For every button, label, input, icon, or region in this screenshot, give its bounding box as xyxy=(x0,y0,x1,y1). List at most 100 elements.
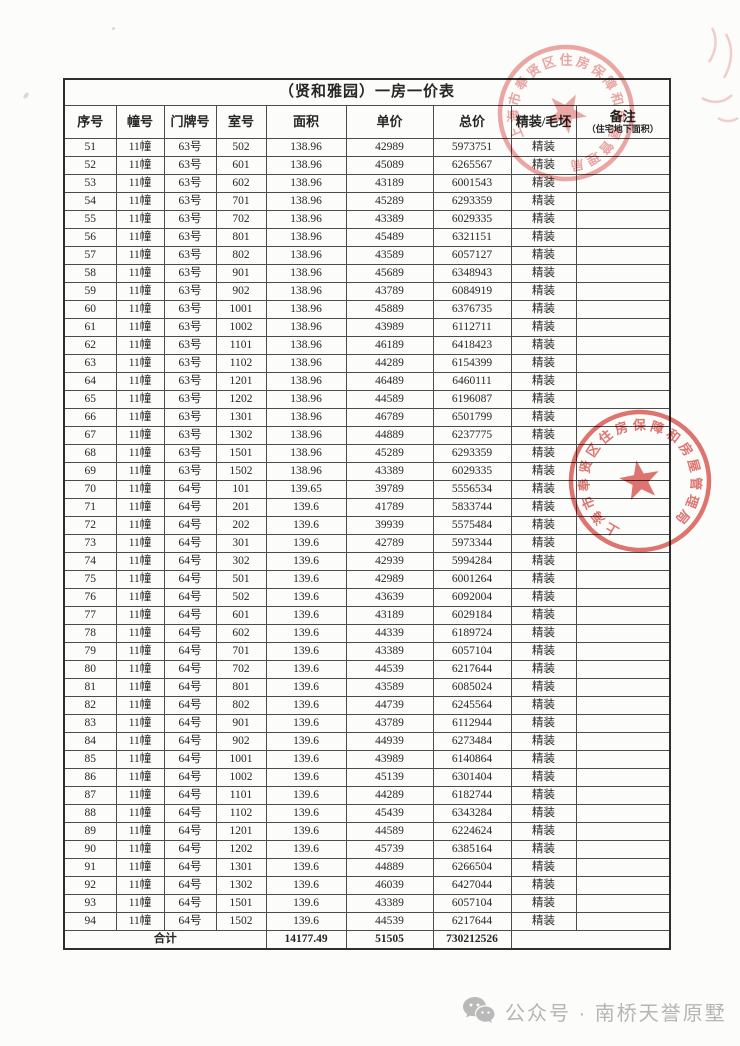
table-cell: 5556534 xyxy=(432,480,512,499)
table-cell: 58 xyxy=(63,264,117,283)
table-cell: 44889 xyxy=(345,426,434,445)
table-cell: 6001264 xyxy=(432,570,512,589)
table-cell: 60 xyxy=(63,300,117,319)
table-cell: 64号 xyxy=(163,570,217,589)
table-cell: 139.6 xyxy=(265,642,347,661)
table-header-row: 序号 幢号 门牌号 室号 面积 单价 总价 精装/毛坯 备注 （住宅地下面积） xyxy=(63,105,671,139)
table-cell: 6029335 xyxy=(432,210,512,229)
table-cell: 11幢 xyxy=(115,462,165,481)
table-cell: 602 xyxy=(215,174,267,193)
table-cell: 1301 xyxy=(215,858,267,877)
table-cell: 11幢 xyxy=(115,246,165,265)
table-cell: 139.6 xyxy=(265,678,347,697)
table-cell xyxy=(575,426,671,445)
table-cell: 64号 xyxy=(163,498,217,517)
table-cell: 52 xyxy=(63,156,117,175)
table-cell: 精装 xyxy=(510,156,577,175)
wechat-watermark: 公众号 · 南桥天誉原墅 xyxy=(462,996,727,1026)
table-cell: 81 xyxy=(63,678,117,697)
table-row: 58 11幢 63号 901 138.96 45689 6348943 精装 xyxy=(63,264,671,283)
table-cell xyxy=(575,768,671,787)
table-cell: 202 xyxy=(215,516,267,535)
table-cell xyxy=(575,588,671,607)
svg-text:屋: 屋 xyxy=(685,457,703,474)
table-row: 51 11幢 63号 502 138.96 42989 5973751 精装 xyxy=(63,138,671,157)
table-cell: 11幢 xyxy=(115,912,165,931)
table-cell xyxy=(575,696,671,715)
table-cell: 6237775 xyxy=(432,426,512,445)
table-cell: 139.6 xyxy=(265,660,347,679)
table-cell: 11幢 xyxy=(115,318,165,337)
table-cell xyxy=(575,534,671,553)
table-cell: 6273484 xyxy=(432,732,512,751)
table-cell xyxy=(575,462,671,481)
table-cell: 63号 xyxy=(163,228,217,247)
table-cell: 64号 xyxy=(163,912,217,931)
svg-text:局: 局 xyxy=(673,507,693,527)
table-cell: 11幢 xyxy=(115,408,165,427)
table-cell: 45089 xyxy=(345,156,434,175)
table-cell: 138.96 xyxy=(265,426,347,445)
table-row: 74 11幢 64号 302 139.6 42939 5994284 精装 xyxy=(63,552,671,571)
table-cell: 51 xyxy=(63,138,117,157)
table-cell: 43589 xyxy=(345,246,434,265)
table-cell: 11幢 xyxy=(115,498,165,517)
table-row: 77 11幢 64号 601 139.6 43189 6029184 精装 xyxy=(63,606,671,625)
table-cell: 139.6 xyxy=(265,786,347,805)
table-row: 86 11幢 64号 1002 139.6 45139 6301404 精装 xyxy=(63,768,671,787)
table-cell: 138.96 xyxy=(265,210,347,229)
table-cell: 77 xyxy=(63,606,117,625)
table-cell: 6196087 xyxy=(432,390,512,409)
table-cell: 精装 xyxy=(510,318,577,337)
table-cell: 901 xyxy=(215,714,267,733)
table-cell: 901 xyxy=(215,264,267,283)
table-cell: 11幢 xyxy=(115,264,165,283)
table-cell: 6057104 xyxy=(432,642,512,661)
table-cell xyxy=(575,894,671,913)
table-cell: 139.6 xyxy=(265,822,347,841)
table-cell: 88 xyxy=(63,804,117,823)
table-cell: 1101 xyxy=(215,786,267,805)
table-cell xyxy=(575,912,671,931)
table-cell: 精装 xyxy=(510,138,577,157)
table-cell: 89 xyxy=(63,822,117,841)
table-cell: 43789 xyxy=(345,714,434,733)
table-row: 93 11幢 64号 1501 139.6 43389 6057104 精装 xyxy=(63,894,671,913)
table-cell: 64号 xyxy=(163,678,217,697)
table-cell: 43389 xyxy=(345,642,434,661)
col-header-unit-price: 单价 xyxy=(345,105,434,139)
table-cell xyxy=(575,678,671,697)
table-cell: 65 xyxy=(63,390,117,409)
table-cell: 6343284 xyxy=(432,804,512,823)
table-cell: 43789 xyxy=(345,282,434,301)
table-cell: 1001 xyxy=(215,300,267,319)
table-cell: 139.6 xyxy=(265,894,347,913)
table-cell: 63号 xyxy=(163,264,217,283)
table-cell: 69 xyxy=(63,462,117,481)
price-table: （贤和雅园）一房一价表 序号 幢号 门牌号 室号 面积 单价 总价 精装/毛坯 … xyxy=(63,78,672,950)
table-cell: 75 xyxy=(63,570,117,589)
table-cell: 139.6 xyxy=(265,732,347,751)
table-cell: 精装 xyxy=(510,570,577,589)
table-cell: 64号 xyxy=(163,822,217,841)
table-cell: 601 xyxy=(215,606,267,625)
table-cell: 精装 xyxy=(510,660,577,679)
table-cell: 精装 xyxy=(510,408,577,427)
table-cell: 68 xyxy=(63,444,117,463)
table-cell xyxy=(575,498,671,517)
table-cell: 45889 xyxy=(345,300,434,319)
table-cell: 139.6 xyxy=(265,840,347,859)
table-cell xyxy=(575,804,671,823)
table-cell: 11幢 xyxy=(115,300,165,319)
table-cell: 73 xyxy=(63,534,117,553)
table-cell: 76 xyxy=(63,588,117,607)
svg-text:区: 区 xyxy=(540,54,557,72)
table-cell: 139.6 xyxy=(265,552,347,571)
table-cell: 5833744 xyxy=(432,498,512,517)
table-cell: 6460111 xyxy=(432,372,512,391)
table-cell: 801 xyxy=(215,678,267,697)
table-cell: 45289 xyxy=(345,192,434,211)
table-cell: 11幢 xyxy=(115,228,165,247)
table-cell: 54 xyxy=(63,192,117,211)
